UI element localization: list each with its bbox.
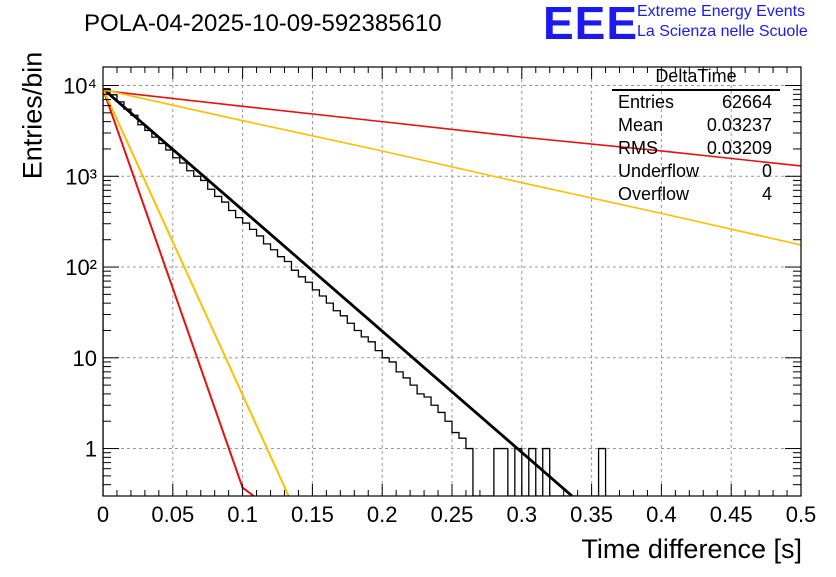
chart-title: POLA-04-2025-10-09-592385610 bbox=[84, 10, 442, 37]
x-tick-label: 0.05 bbox=[151, 502, 194, 527]
y-axis-label: Entries/bin bbox=[17, 51, 48, 180]
series-line-orange-fast bbox=[103, 88, 290, 496]
stats-row-overflow: Overflow 4 bbox=[606, 183, 786, 206]
stats-title-rule bbox=[612, 89, 780, 91]
x-tick-label: 0.2 bbox=[367, 502, 398, 527]
x-tick-label: 0.3 bbox=[507, 502, 538, 527]
y-tick-label: 1 bbox=[85, 437, 97, 462]
x-tick-label: 0 bbox=[97, 502, 109, 527]
stats-value: 0.03237 bbox=[706, 115, 772, 135]
stats-value: 62664 bbox=[721, 92, 772, 112]
y-tick-label: 10 bbox=[73, 346, 97, 371]
stats-label: Overflow bbox=[618, 184, 690, 204]
series-line-fit bbox=[103, 87, 573, 496]
histogram-outline bbox=[103, 88, 607, 496]
stats-label: Mean bbox=[618, 115, 664, 135]
logo-tagline-1: Extreme Energy Events bbox=[637, 3, 806, 20]
logo-tagline-2: La Scienza nelle Scuole bbox=[637, 23, 808, 40]
series-line-red-slow bbox=[103, 89, 801, 167]
series-line-red-fast bbox=[103, 88, 255, 496]
stats-title: DeltaTime bbox=[655, 66, 737, 86]
stats-row-mean: Mean 0.03237 bbox=[606, 114, 786, 137]
stats-label: Entries bbox=[618, 92, 675, 112]
x-tick-label: 0.5 bbox=[786, 502, 817, 527]
stats-row-entries: Entries 62664 bbox=[606, 91, 786, 114]
stats-value: 0.03209 bbox=[706, 138, 772, 158]
series-line-orange-slow bbox=[103, 88, 801, 246]
stats-value: 4 bbox=[761, 184, 772, 204]
x-tick-label: 0.25 bbox=[431, 502, 474, 527]
x-tick-label: 0.1 bbox=[227, 502, 258, 527]
stats-box: DeltaTime Entries 62664 Mean 0.03237 RMS… bbox=[606, 66, 786, 206]
stats-label: RMS bbox=[618, 138, 658, 158]
stats-row-rms: RMS 0.03209 bbox=[606, 137, 786, 160]
y-tick-label: 10³ bbox=[65, 164, 97, 189]
x-tick-label: 0.15 bbox=[291, 502, 334, 527]
stats-value: 0 bbox=[761, 161, 772, 181]
y-tick-label: 10⁴ bbox=[63, 74, 97, 99]
stats-label: Underflow bbox=[618, 161, 700, 181]
eee-logo: EEE bbox=[543, 0, 639, 49]
x-tick-label: 0.4 bbox=[646, 502, 677, 527]
x-tick-label: 0.35 bbox=[570, 502, 613, 527]
x-tick-label: 0.45 bbox=[710, 502, 753, 527]
x-axis-label: Time difference [s] bbox=[581, 534, 802, 564]
y-tick-label: 10² bbox=[65, 255, 97, 280]
stats-row-underflow: Underflow 0 bbox=[606, 160, 786, 183]
